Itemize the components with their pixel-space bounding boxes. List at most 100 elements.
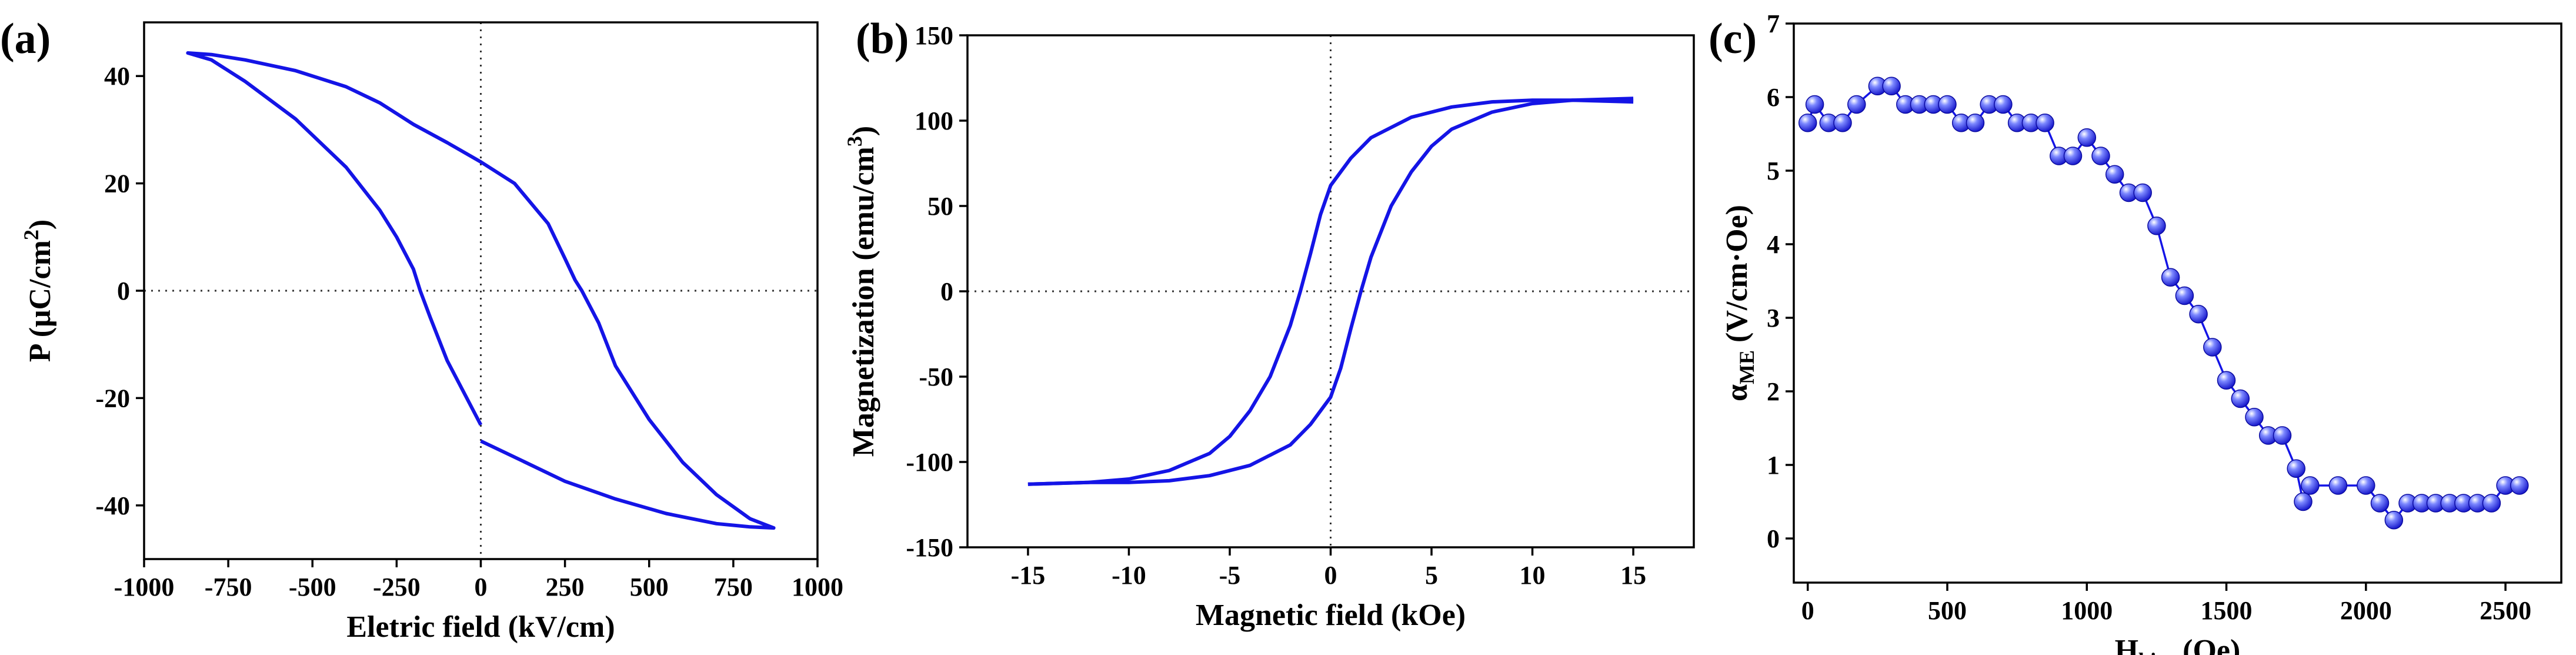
- y-tick-label: -100: [906, 448, 953, 477]
- y-tick-label: 20: [104, 169, 130, 198]
- data-point: [2161, 268, 2180, 287]
- data-point: [2384, 511, 2404, 530]
- data-point: [2370, 494, 2390, 513]
- x-tick-label: 15: [1620, 561, 1646, 590]
- x-tick-label: 1000: [2061, 596, 2113, 625]
- series-line: [1807, 85, 2520, 521]
- data-point: [2301, 476, 2320, 495]
- panel-label-c: (c): [1709, 15, 1757, 63]
- y-tick-label: 3: [1767, 304, 1780, 333]
- x-tick-label: 1000: [792, 573, 843, 601]
- x-axis-label-rest: (Oe): [2175, 634, 2240, 655]
- x-axis-label-sub: bias: [2138, 649, 2175, 655]
- data-point: [2273, 426, 2292, 445]
- y-axis-label: Magnetization (emu/cm3): [843, 126, 880, 457]
- series-line: [186, 51, 776, 530]
- panel-label-b: (b): [856, 15, 909, 63]
- y-tick-label: 150: [915, 21, 953, 50]
- y-tick-label: 0: [1767, 524, 1780, 553]
- x-tick-label: 0: [1801, 596, 1814, 625]
- x-tick-label: -1000: [114, 573, 175, 601]
- y-axis-label-base: P (μC/cm: [24, 240, 57, 362]
- x-tick-label: -250: [373, 573, 421, 601]
- y-axis-label-sup: 3: [843, 136, 866, 147]
- x-axis-label-base: H: [2115, 634, 2138, 655]
- data-point: [1833, 114, 1852, 132]
- x-axis-label: Hbias (Oe): [2115, 634, 2241, 655]
- data-point: [1798, 114, 1817, 132]
- data-point: [2328, 476, 2348, 495]
- x-tick-label: -500: [289, 573, 336, 601]
- panel-b: (b)-15 -10 -5 0 5 10 15-150-100-50050100150Mag…: [843, 15, 1695, 632]
- data-point: [2482, 494, 2501, 513]
- y-tick-label: -20: [95, 384, 130, 413]
- data-point: [2287, 459, 2305, 478]
- panel-label-a: (a): [0, 15, 51, 63]
- data-point: [2217, 371, 2236, 390]
- y-axis-label: P (μC/cm2): [19, 220, 57, 362]
- panel-c: (c) 0 500 1000 1500 2000 2500 0 1 2 3 4 5 6 7 Hbias (Oe…: [1709, 9, 2562, 655]
- data-point: [2245, 408, 2264, 427]
- y-tick-label: 6: [1767, 83, 1780, 112]
- y-tick-label: -150: [906, 533, 953, 562]
- x-tick-label: 0: [475, 573, 488, 601]
- data-point: [2105, 165, 2124, 184]
- y-tick-label: 2: [1767, 377, 1780, 406]
- x-tick-label: 5: [1425, 561, 1438, 590]
- data-point: [2147, 217, 2166, 235]
- x-tick-label: -5: [1219, 561, 1241, 590]
- data-point: [2294, 492, 2313, 511]
- data-point: [2175, 286, 2194, 305]
- data-point: [2203, 338, 2222, 357]
- y-tick-label: 100: [915, 107, 953, 135]
- x-tick-label: 2500: [2480, 596, 2531, 625]
- y-tick-label: 7: [1767, 9, 1780, 38]
- y-axis-label: αME (V/cm·Oe): [1720, 205, 1759, 401]
- data-point: [2189, 305, 2208, 324]
- x-tick-label: 500: [1928, 596, 1967, 625]
- y-tick-label: 0: [940, 277, 953, 306]
- data-point: [1994, 95, 2013, 114]
- y-axis-label-sup: 2: [19, 230, 43, 240]
- x-axis-label: Magnetic field (kOe): [1196, 599, 1466, 632]
- plot-frame: [1793, 22, 2562, 584]
- data-point: [2231, 389, 2250, 408]
- x-tick-label: -750: [205, 573, 252, 601]
- x-axis-label: Eletric field (kV/cm): [346, 610, 615, 644]
- x-tick-label: 2000: [2340, 596, 2392, 625]
- series-line: [1027, 97, 1634, 486]
- y-tick-label: 4: [1767, 230, 1780, 259]
- x-tick-label: 1500: [2201, 596, 2253, 625]
- y-tick-label: 40: [104, 62, 130, 91]
- data-point: [1966, 114, 1985, 132]
- x-tick-label: 10: [1520, 561, 1546, 590]
- y-axis-label-base: α: [1720, 384, 1754, 401]
- y-tick-label: 5: [1767, 157, 1780, 185]
- data-point: [2510, 476, 2529, 495]
- series-line: [1027, 98, 1634, 486]
- y-tick-label: 50: [927, 192, 953, 221]
- data-point: [1847, 95, 1866, 114]
- y-tick-label: 1: [1767, 451, 1780, 480]
- x-tick-label: 500: [630, 573, 669, 601]
- y-axis-label-close: ): [24, 220, 57, 230]
- y-axis-label-base: Magnetization (emu/cm: [847, 147, 880, 457]
- y-axis-label-rest: (V/cm·Oe): [1720, 205, 1754, 350]
- y-tick-label: -50: [919, 363, 953, 391]
- y-axis-label-sub: ME: [1735, 350, 1759, 384]
- y-axis-label-close: ): [847, 126, 880, 136]
- data-point: [1938, 95, 1957, 114]
- data-point: [2036, 114, 2054, 132]
- x-tick-label: 250: [546, 573, 585, 601]
- x-tick-label: 750: [714, 573, 753, 601]
- x-tick-label: -10: [1112, 561, 1146, 590]
- data-point: [2091, 147, 2110, 165]
- y-tick-label: -40: [95, 491, 130, 520]
- data-point: [1882, 77, 1901, 96]
- data-point: [2077, 128, 2097, 147]
- panel-a: (a) -1000 -750 -500 -250 0 250 500 750 1000 -40 -20…: [0, 15, 843, 644]
- x-tick-label: -15: [1011, 561, 1046, 590]
- data-point: [2133, 183, 2152, 202]
- y-tick-label: 0: [117, 277, 130, 305]
- x-tick-label: 0: [1324, 561, 1337, 590]
